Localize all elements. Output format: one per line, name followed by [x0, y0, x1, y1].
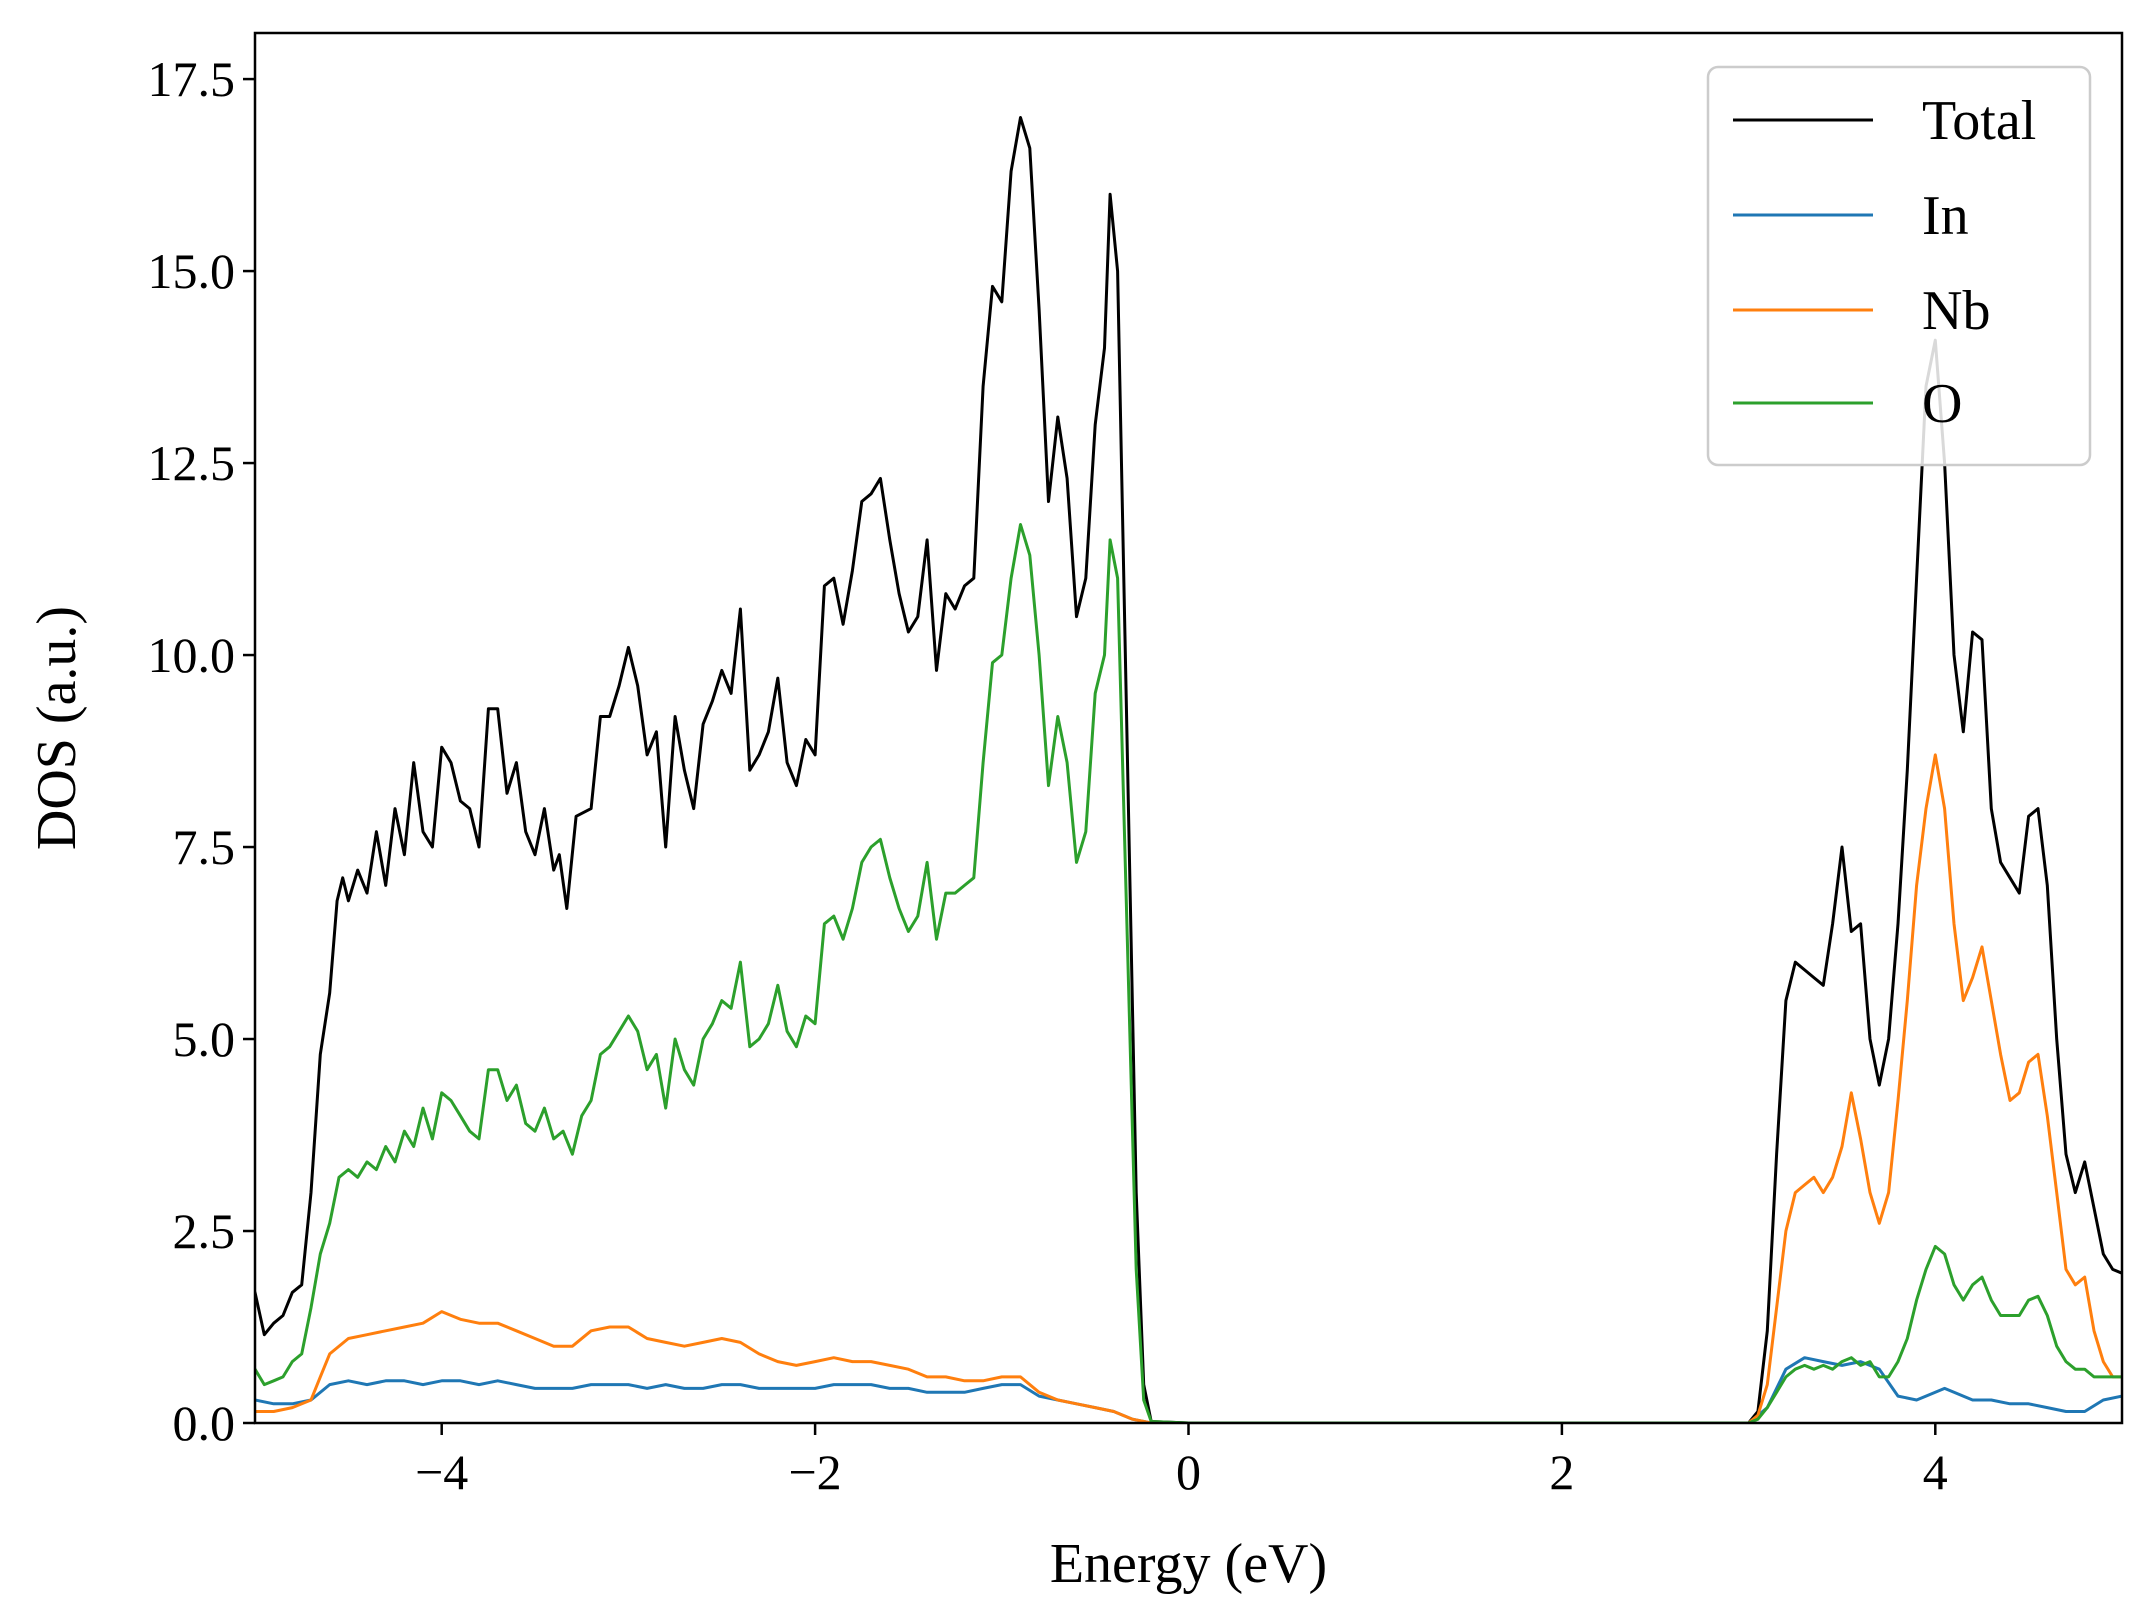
x-tick-label: 2 — [1549, 1444, 1574, 1500]
x-tick-label: 0 — [1176, 1444, 1201, 1500]
series-line-o — [255, 523, 2122, 1423]
plot-lines — [255, 116, 2122, 1423]
y-tick-label: 5.0 — [173, 1011, 236, 1067]
y-tick-label: 12.5 — [148, 435, 236, 491]
y-tick-label: 7.5 — [173, 819, 236, 875]
y-tick-label: 10.0 — [148, 627, 236, 683]
legend-box — [1706, 65, 2092, 467]
x-tick-label: 4 — [1923, 1444, 1948, 1500]
legend-label-total: Total — [1922, 90, 2036, 152]
legend: Total In Nb O — [1706, 65, 2092, 467]
axes: −4 −2 0 2 4 0.0 2.5 5.0 7.5 10.0 12.5 15.0 17.5 Energ… — [26, 31, 2124, 1595]
series-line-in — [255, 1356, 2122, 1423]
y-axis-label: DOS (a.u.) — [26, 606, 88, 850]
x-tick-label: −2 — [788, 1444, 841, 1500]
y-tick-label: 15.0 — [148, 243, 236, 299]
series-line-nb — [255, 753, 2122, 1423]
legend-label-in: In — [1922, 185, 1969, 247]
series-line-total — [255, 116, 2122, 1423]
y-tick-label: 2.5 — [173, 1203, 236, 1259]
legend-label-nb: Nb — [1922, 280, 1990, 342]
y-tick-label: 17.5 — [148, 51, 236, 107]
y-tick-label: 0.0 — [173, 1395, 236, 1451]
x-axis-label: Energy (eV) — [1050, 1533, 1327, 1595]
legend-label-o: O — [1922, 373, 1962, 435]
x-tick-label: −4 — [415, 1444, 468, 1500]
